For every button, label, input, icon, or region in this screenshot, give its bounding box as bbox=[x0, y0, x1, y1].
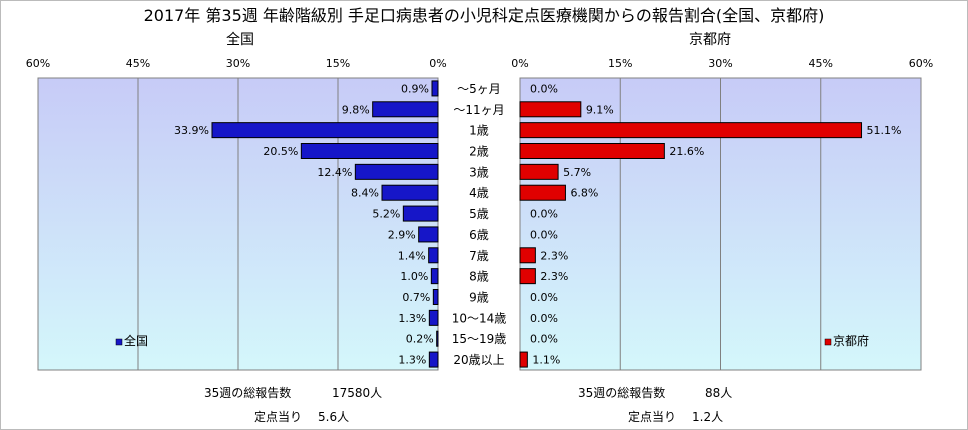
national-per-value: 5.6人 bbox=[318, 410, 350, 424]
category-label: 10～14歳 bbox=[452, 311, 507, 325]
national-bar bbox=[430, 268, 439, 285]
kyoto-data-label: 1.1% bbox=[532, 354, 560, 367]
kyoto-per-value: 1.2人 bbox=[692, 410, 724, 424]
national-data-label: 33.9% bbox=[174, 124, 209, 137]
kyoto-data-label: 5.7% bbox=[563, 166, 591, 179]
national-bar bbox=[381, 184, 439, 201]
category-label: 9歳 bbox=[469, 291, 489, 305]
national-bar bbox=[372, 101, 439, 118]
national-data-label: 2.9% bbox=[388, 228, 416, 241]
national-x-tick-label: 0% bbox=[429, 57, 446, 70]
national-legend-label: 全国 bbox=[124, 333, 148, 348]
national-x-tick-label: 30% bbox=[226, 57, 250, 70]
national-bar bbox=[418, 226, 439, 243]
kyoto-bar bbox=[519, 122, 863, 139]
kyoto-data-label: 0.0% bbox=[530, 82, 558, 95]
kyoto-bar bbox=[519, 268, 536, 285]
national-per-label: 定点当り bbox=[254, 410, 303, 424]
kyoto-bar bbox=[519, 143, 665, 159]
national-x-tick-label: 45% bbox=[126, 57, 150, 70]
kyoto-data-label: 0.0% bbox=[530, 208, 558, 221]
kyoto-data-label: 9.1% bbox=[586, 103, 614, 116]
national-data-label: 1.3% bbox=[398, 354, 426, 367]
kyoto-data-label: 2.3% bbox=[540, 270, 568, 283]
kyoto-data-label: 21.6% bbox=[669, 145, 704, 158]
kyoto-bar bbox=[519, 351, 528, 368]
kyoto-bar bbox=[519, 247, 536, 264]
kyoto-per-label: 定点当り bbox=[628, 410, 677, 424]
category-label: 4歳 bbox=[469, 186, 489, 200]
kyoto-total-label: 35週の総報告数 bbox=[578, 386, 666, 400]
kyoto-bar bbox=[519, 101, 582, 118]
kyoto-x-tick-label: 0% bbox=[511, 57, 528, 70]
national-data-label: 5.2% bbox=[372, 208, 400, 221]
category-label: 7歳 bbox=[469, 249, 489, 263]
national-bar bbox=[211, 122, 439, 139]
kyoto-data-label: 0.0% bbox=[530, 333, 558, 346]
category-label: ～5ヶ月 bbox=[457, 82, 501, 96]
national-data-label: 1.0% bbox=[400, 270, 428, 283]
national-bar bbox=[428, 309, 439, 326]
kyoto-data-label: 0.0% bbox=[530, 312, 558, 325]
category-label: 3歳 bbox=[469, 165, 489, 179]
category-label: 15～19歳 bbox=[452, 332, 507, 346]
kyoto-data-label: 0.0% bbox=[530, 291, 558, 304]
chart-title: 2017年 第35週 年齢階級別 手足口病患者の小児科定点医療機関からの報告割合… bbox=[143, 6, 825, 25]
national-bar bbox=[402, 205, 439, 222]
category-label: 8歳 bbox=[469, 270, 489, 284]
kyoto-panel-title: 京都府 bbox=[689, 32, 731, 48]
category-label: 5歳 bbox=[469, 207, 489, 221]
national-data-label: 0.9% bbox=[401, 82, 429, 95]
national-data-label: 9.8% bbox=[342, 103, 370, 116]
category-label: 2歳 bbox=[469, 145, 489, 159]
kyoto-legend-swatch bbox=[824, 338, 832, 346]
national-x-tick-label: 60% bbox=[26, 57, 50, 70]
national-data-label: 8.4% bbox=[351, 187, 379, 200]
national-bar bbox=[300, 143, 439, 159]
kyoto-data-label: 6.8% bbox=[570, 187, 598, 200]
national-bar bbox=[432, 289, 439, 305]
kyoto-data-label: 0.0% bbox=[530, 228, 558, 241]
category-label: 20歳以上 bbox=[453, 353, 504, 367]
national-legend-swatch bbox=[115, 338, 123, 346]
kyoto-total-value: 88人 bbox=[705, 386, 733, 400]
national-bar bbox=[436, 330, 439, 347]
national-bar bbox=[354, 163, 439, 180]
kyoto-data-label: 51.1% bbox=[867, 124, 902, 137]
national-bar bbox=[428, 351, 439, 368]
national-data-label: 20.5% bbox=[263, 145, 298, 158]
category-label: ～11ヶ月 bbox=[453, 103, 504, 117]
national-panel-title: 全国 bbox=[226, 31, 254, 48]
national-total-label: 35週の総報告数 bbox=[204, 386, 292, 400]
kyoto-x-tick-label: 15% bbox=[608, 57, 632, 70]
national-total-value: 17580人 bbox=[332, 386, 383, 400]
kyoto-bar bbox=[519, 184, 566, 201]
kyoto-x-tick-label: 60% bbox=[909, 57, 933, 70]
national-data-label: 12.4% bbox=[317, 166, 352, 179]
national-data-label: 1.3% bbox=[398, 312, 426, 325]
national-data-label: 0.2% bbox=[406, 333, 434, 346]
category-label: 1歳 bbox=[469, 124, 489, 138]
kyoto-x-tick-label: 45% bbox=[809, 57, 833, 70]
national-x-tick-label: 15% bbox=[326, 57, 350, 70]
national-data-label: 0.7% bbox=[402, 291, 430, 304]
national-bar bbox=[428, 247, 439, 264]
national-data-label: 1.4% bbox=[398, 249, 426, 262]
category-label: 6歳 bbox=[469, 228, 489, 242]
kyoto-x-tick-label: 30% bbox=[708, 57, 732, 70]
kyoto-bar bbox=[519, 163, 559, 180]
national-bar bbox=[431, 80, 439, 97]
kyoto-legend-label: 京都府 bbox=[833, 333, 869, 348]
kyoto-data-label: 2.3% bbox=[540, 249, 568, 262]
